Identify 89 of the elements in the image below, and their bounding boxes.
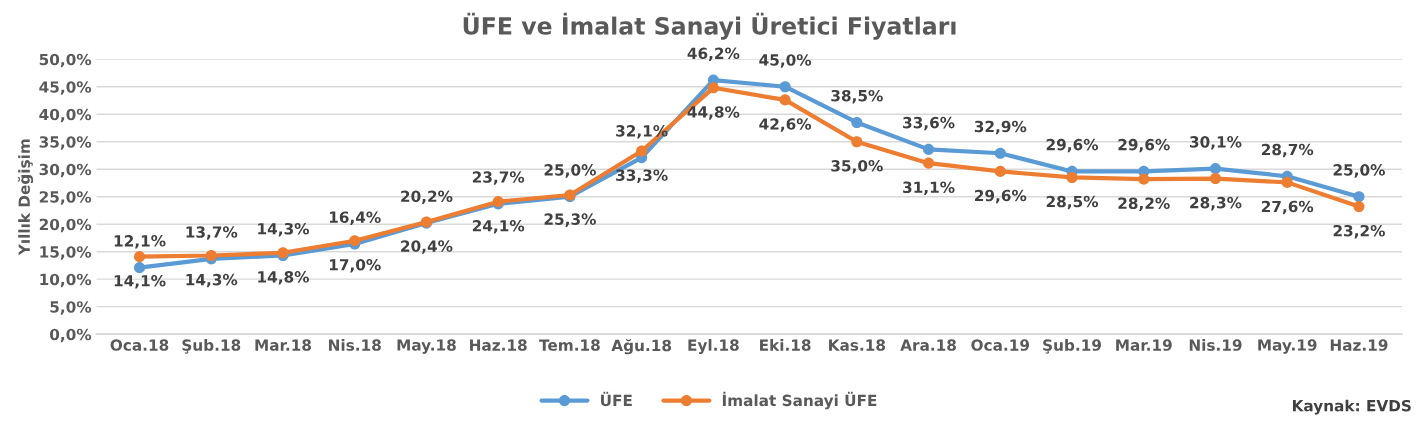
- legend-label: İmalat Sanayi ÜFE: [722, 391, 877, 410]
- x-tick-label: Eyl.18: [688, 339, 739, 354]
- data-label: 29,6%: [974, 189, 1027, 204]
- x-tick-label: Ağu.18: [611, 339, 672, 355]
- x-tick-label: Mar.18: [255, 339, 312, 351]
- y-tick-label: 20,0%: [39, 218, 92, 233]
- text: Kaynak: EVDS: [1292, 399, 1411, 415]
- data-label: 13,7%: [186, 226, 238, 240]
- data-label: 29,6%: [1118, 138, 1170, 153]
- data-label: 14,3%: [186, 273, 238, 288]
- data-label: 14,8%: [258, 271, 309, 285]
- data-label: 28,3%: [1190, 196, 1242, 211]
- x-tick-label: Nis.18: [329, 339, 381, 351]
- y-tick-label: 40,0%: [39, 108, 92, 123]
- y-axis-title: Yıllık Değişim: [17, 139, 34, 256]
- point: [133, 262, 146, 274]
- data-label: 16,4%: [329, 211, 381, 225]
- x-tick-label: Ara.18: [900, 339, 956, 351]
- y-tick-label: 10,0%: [40, 273, 92, 288]
- x-tick-label: Mar.19: [1116, 339, 1172, 351]
- point: [851, 116, 863, 129]
- data-label: 14,1%: [114, 274, 166, 289]
- point: [994, 165, 1006, 177]
- data-label: 20,4%: [401, 240, 453, 254]
- point: [1209, 172, 1222, 185]
- x-tick-label: Haz.19: [1330, 339, 1388, 351]
- data-label: 29,6%: [1046, 138, 1099, 153]
- y-tick-label: 30,0%: [39, 163, 92, 178]
- x-tick-label: Tem.18: [539, 339, 600, 351]
- point: [1353, 201, 1365, 213]
- x-tick-label: Haz.18: [470, 339, 527, 351]
- x-tick-label: Şub.18: [182, 339, 241, 354]
- data-label: 28,7%: [1261, 143, 1314, 158]
- data-label: 33,6%: [903, 116, 955, 131]
- data-label: 32,9%: [974, 120, 1027, 135]
- data-label: 35,0%: [831, 160, 883, 174]
- x-tick-label: Kas.18: [829, 339, 886, 351]
- chart-title: ÜFE ve İmalat Sanayi Üretici Fiyatları: [463, 12, 956, 40]
- x-tick-label: Oca.19: [971, 339, 1030, 351]
- x-tick-label: Eki.18: [760, 339, 811, 351]
- point: [1209, 163, 1222, 175]
- data-label: 44,8%: [687, 106, 740, 120]
- data-label: 17,0%: [329, 259, 381, 273]
- y-tick-label: 5,0%: [50, 301, 92, 315]
- point: [994, 147, 1006, 159]
- data-label: 24,1%: [472, 219, 525, 234]
- data-label: 23,2%: [1333, 224, 1385, 239]
- x-tick-label: May.19: [1258, 339, 1317, 354]
- data-label: 28,2%: [1118, 197, 1170, 211]
- point: [1066, 171, 1078, 183]
- x-tick-label: Nis.19: [1189, 339, 1242, 351]
- data-label: 45,0%: [759, 54, 812, 68]
- point: [923, 143, 935, 155]
- data-label: 33,3%: [616, 169, 668, 183]
- point: [923, 157, 935, 169]
- data-label: 46,2%: [687, 47, 740, 62]
- data-label: 20,2%: [401, 190, 453, 205]
- data-label: 27,6%: [1261, 200, 1314, 215]
- point: [1281, 176, 1293, 188]
- point: [133, 251, 146, 263]
- y-tick-label: 50,0%: [39, 53, 92, 68]
- data-label: 28,5%: [1046, 195, 1099, 210]
- x-tick-label: May.18: [397, 339, 456, 354]
- y-tick-label: 35,0%: [39, 136, 92, 150]
- legend-label: ÜFE: [601, 391, 632, 407]
- data-label: 25,3%: [544, 213, 596, 227]
- data-label: 25,0%: [1333, 164, 1385, 178]
- y-tick-label: 45,0%: [39, 81, 92, 95]
- data-label: 42,6%: [759, 118, 812, 132]
- point: [707, 82, 719, 94]
- y-tick-label: 15,0%: [40, 246, 92, 260]
- y-tick-label: 25,0%: [39, 191, 92, 205]
- data-label: 14,3%: [258, 222, 309, 237]
- data-label: 25,0%: [544, 164, 596, 178]
- point: [1353, 191, 1365, 203]
- point: [779, 81, 791, 93]
- point: [205, 249, 217, 262]
- data-label: 31,1%: [903, 181, 955, 195]
- point: [1138, 173, 1150, 185]
- data-label: 23,7%: [472, 171, 525, 185]
- point: [851, 136, 863, 148]
- point: [636, 145, 648, 157]
- point: [779, 94, 791, 106]
- y-tick-label: 0,0%: [49, 328, 92, 343]
- data-label: 30,1%: [1190, 136, 1242, 150]
- data-label: 12,1%: [114, 235, 166, 249]
- x-tick-label: Oca.18: [110, 339, 169, 351]
- x-tick-label: Şub.19: [1043, 339, 1101, 354]
- data-label: 38,5%: [831, 89, 883, 104]
